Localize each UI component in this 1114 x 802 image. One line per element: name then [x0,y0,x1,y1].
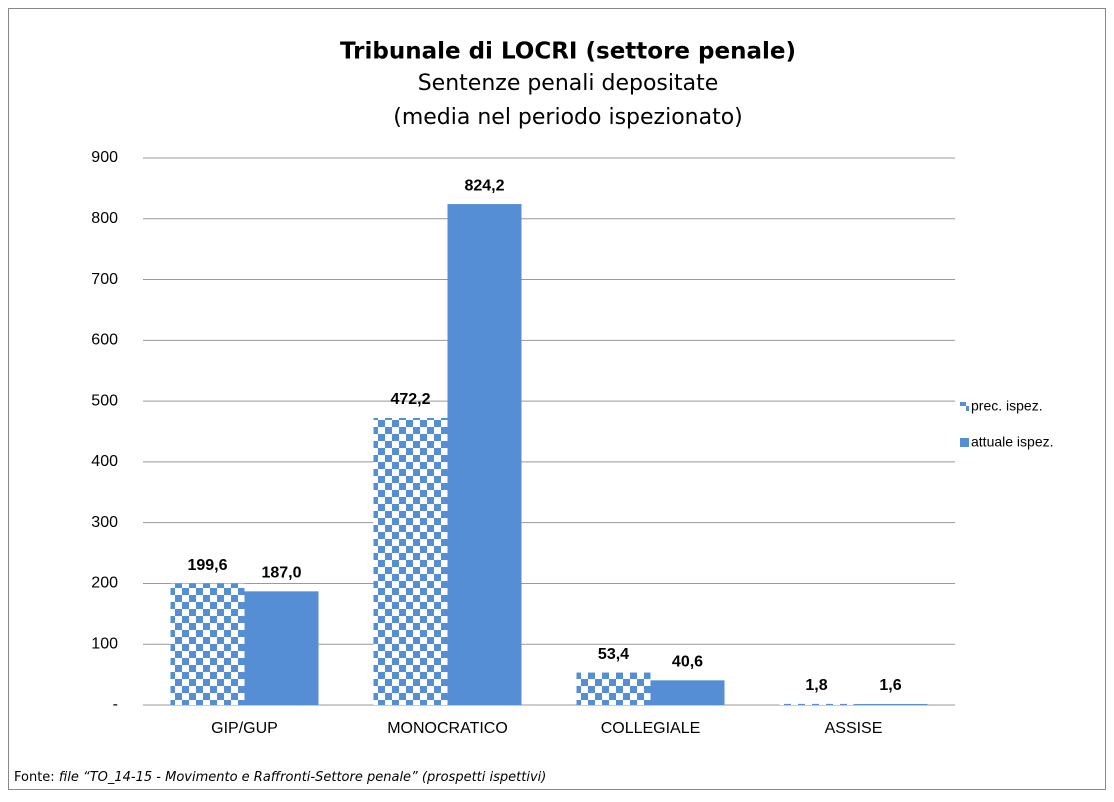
bar [650,680,725,705]
chart-subtitle: Sentenze penali depositate [418,71,719,96]
y-tick-label: 100 [91,635,118,652]
data-label: 199,6 [187,557,227,574]
legend-swatch [960,438,969,447]
data-label: 187,0 [261,565,301,582]
y-tick-label: - [113,696,118,713]
bar [853,704,928,705]
bar [244,591,319,705]
legend-swatch [960,402,969,411]
y-tick-label: 800 [91,210,118,227]
bar [170,583,245,705]
data-label: 40,6 [672,654,703,671]
x-tick-label: MONOCRATICO [387,720,508,737]
source-label: Fonte: [14,770,55,785]
legend-label: attuale ispez. [971,434,1054,450]
legend-label: prec. ispez. [971,398,1043,414]
bar [576,672,651,705]
chart-subtitle: (media nel periodo ispezionato) [393,105,743,130]
source-text: file “TO_14-15 - Movimento e Raffronti-S… [59,770,547,785]
y-tick-label: 200 [91,575,118,592]
y-tick-label: 500 [91,392,118,409]
y-tick-label: 300 [91,514,118,531]
x-tick-label: COLLEGIALE [601,720,701,737]
data-label: 472,2 [390,391,430,408]
data-label: 1,6 [879,677,901,694]
chart-title: Tribunale di LOCRI (settore penale) [340,39,796,65]
y-tick-label: 900 [91,149,118,166]
x-tick-label: ASSISE [825,720,883,737]
y-tick-label: 600 [91,332,118,349]
bar [779,703,854,705]
data-label: 53,4 [598,646,629,663]
bar [373,418,448,705]
x-tick-label: GIP/GUP [211,720,278,737]
data-label: 1,8 [805,677,827,694]
y-tick-label: 700 [91,271,118,288]
y-tick-label: 400 [91,453,118,470]
data-label: 824,2 [464,177,504,194]
source: Fonte: file “TO_14-15 - Movimento e Raff… [14,770,546,785]
bar [447,204,522,705]
